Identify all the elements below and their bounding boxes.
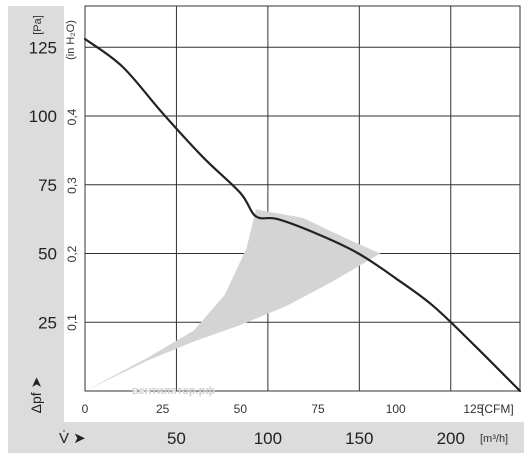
x-primary-axis-group: V̇ ➤ [m³/h] [59,430,508,447]
watermark-layer: вентилятор.рф [132,385,215,397]
y-secondary-tick-label: 0,2 [65,245,79,262]
x-secondary-tick-label: 125 [463,402,483,416]
grid-layer [84,5,521,392]
y-secondary-tick-label: 0,1 [65,314,79,331]
y-primary-tick-label: 125 [29,38,57,57]
operating-range-shading [85,209,381,391]
y-secondary-tick-label: 0,3 [65,177,79,194]
x-secondary-unit-label: [CFM] [481,402,514,416]
pressure-curve-line [83,37,522,393]
x-primary-tick-label: 200 [437,429,465,448]
x-secondary-tick-label: 100 [386,402,406,416]
tick-label-layer: 25 50 75 100 125 0,1 0,2 0,3 0,4 0 25 50 75 100 125 50 1… [29,38,484,448]
shaded-region-layer [85,209,381,391]
y-secondary-tick-label: 0,4 [65,108,79,125]
watermark: вентилятор.рф [132,385,215,397]
y-secondary-unit-label: (in H₂O) [65,20,77,60]
y-primary-tick-label: 75 [38,176,57,195]
x-primary-tick-label: 150 [345,429,373,448]
bottom-axis-band [8,422,524,453]
x-secondary-axis-group: [CFM] [481,402,514,416]
left-axis-band [8,6,64,422]
y-primary-tick-label: 100 [29,107,57,126]
series-line-layer [83,37,522,393]
x-primary-unit-label: [m³/h] [480,433,508,445]
y-primary-tick-label: 50 [38,245,57,264]
x-secondary-tick-label: 0 [82,402,89,416]
y-primary-symbol: Δpf ➤ [28,376,44,413]
x-secondary-tick-label: 25 [156,402,170,416]
x-secondary-tick-label: 50 [234,402,248,416]
plot-frame [84,5,521,392]
x-primary-tick-label: 50 [167,429,186,448]
y-secondary-axis-group: (in H₂O) [65,20,77,60]
y-primary-tick-label: 25 [38,313,57,332]
y-primary-unit-label: [Pa] [32,15,44,35]
x-primary-tick-label: 100 [254,429,282,448]
x-primary-symbol: V̇ ➤ [59,430,86,447]
x-secondary-tick-label: 75 [311,402,325,416]
y-primary-axis-group: [Pa] Δpf ➤ [28,15,44,413]
